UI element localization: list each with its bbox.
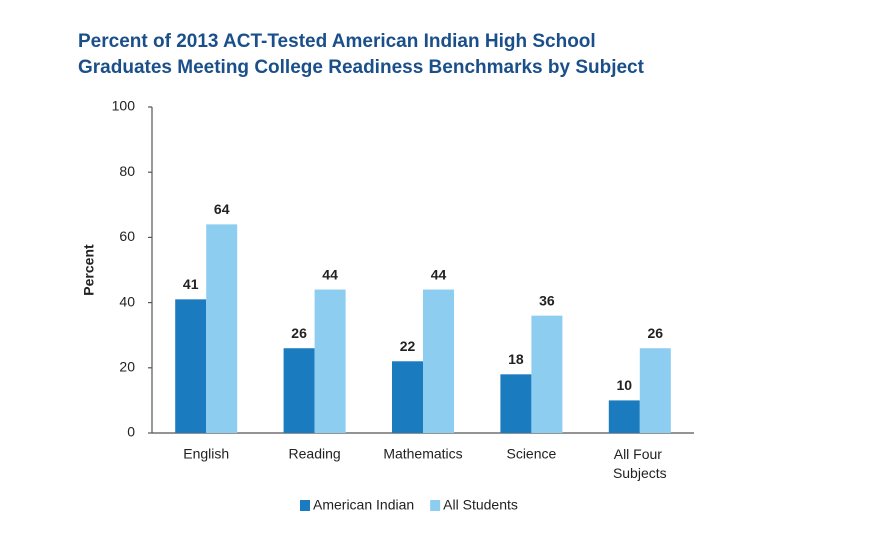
value-label: 22 xyxy=(400,338,416,354)
legend-swatch xyxy=(430,500,441,511)
legend-swatch xyxy=(300,500,310,511)
value-label: 44 xyxy=(431,266,447,282)
y-axis-label: Percent xyxy=(81,244,97,296)
bar xyxy=(206,224,238,433)
y-tick-label: 80 xyxy=(119,163,135,179)
legend-label: All Students xyxy=(443,497,518,513)
y-tick-label: 0 xyxy=(127,424,135,440)
x-tick-label: Reading xyxy=(289,446,341,462)
x-tick-label: Science xyxy=(506,446,556,462)
y-tick-label: 60 xyxy=(119,228,135,244)
y-tick-label: 20 xyxy=(119,359,135,375)
value-label: 10 xyxy=(617,377,633,393)
bar xyxy=(175,299,207,433)
legend-label: American Indian xyxy=(313,497,414,513)
bar xyxy=(608,400,640,433)
value-label: 36 xyxy=(539,292,555,308)
bar xyxy=(392,361,423,433)
bar xyxy=(423,289,454,433)
bar xyxy=(314,289,346,433)
chart-title: Graduates Meeting College Readiness Benc… xyxy=(78,57,645,78)
value-label: 26 xyxy=(291,325,307,341)
x-tick-label: All Four Subjects xyxy=(613,446,667,481)
chart-title: Percent of 2013 ACT-Tested American Indi… xyxy=(78,31,596,52)
y-tick-label: 100 xyxy=(112,98,136,114)
value-label: 44 xyxy=(322,266,338,282)
value-label: 26 xyxy=(648,325,664,341)
x-tick-label: English xyxy=(183,446,229,462)
value-label: 18 xyxy=(508,351,524,367)
bar xyxy=(639,348,671,433)
value-label: 64 xyxy=(214,201,230,217)
x-tick-label: Mathematics xyxy=(383,446,462,462)
y-tick-label: 40 xyxy=(119,293,135,309)
bar xyxy=(500,374,532,433)
bar xyxy=(531,315,563,433)
value-label: 41 xyxy=(183,276,199,292)
bar xyxy=(283,348,315,433)
